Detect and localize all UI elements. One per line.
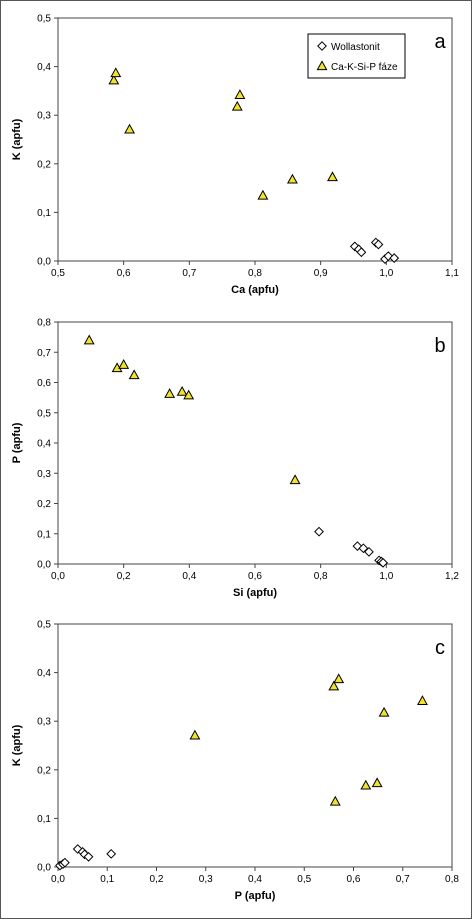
legend-box — [307, 33, 406, 79]
x-tick-label: 0,2 — [117, 571, 131, 582]
panel-label-c: c — [435, 637, 445, 659]
x-tick-label: 0,7 — [182, 268, 196, 279]
data-point-wollastonit — [314, 526, 324, 537]
x-tick-label: 0,8 — [314, 571, 328, 582]
y-tick-label: 0,0 — [37, 560, 51, 571]
x-tick-label: 0,5 — [297, 874, 311, 885]
chart-panel-b: 0,0 0,2 0,4 0,6 0,8 1,0 1,2 0,0 0,1 0,2 0,3 0,4 0,5 0… — [11, 318, 459, 600]
data-point-ca-k-si-p-faze — [128, 369, 140, 380]
chart-panel-a: 0,5 0,6 0,7 0,8 0,9 1,0 1,1 0,0 0,1 0,2 0,3 0,4 0,5 C… — [11, 14, 459, 297]
data-point-ca-k-si-p-faze — [231, 100, 243, 111]
data-point-wollastonit — [356, 247, 367, 258]
legend-marker-ca-k-si-p-faze — [316, 60, 328, 71]
data-point-ca-k-si-p-faze — [417, 695, 428, 705]
data-point-ca-k-si-p-faze — [328, 680, 340, 691]
data-point-ca-k-si-p-faze — [189, 729, 201, 740]
x-tick-label: 0,0 — [51, 571, 65, 582]
x-tick-label: 0,5 — [51, 268, 65, 279]
y-tick-label: 0,4 — [37, 668, 51, 679]
x-tick-label: 1,1 — [445, 268, 459, 279]
data-point-ca-k-si-p-faze — [176, 385, 188, 396]
legend-marker-wollastonit — [317, 41, 327, 51]
y-tick-label: 0,5 — [37, 620, 51, 631]
panel-label-b: b — [434, 335, 445, 357]
y-tick-label: 0,1 — [37, 814, 51, 825]
legend-label: Ca-K-Si-P fáze — [331, 62, 398, 73]
y-tick-label: 0,2 — [37, 499, 51, 510]
y-tick-label: 0,3 — [37, 717, 51, 728]
data-point-ca-k-si-p-faze — [234, 89, 246, 99]
data-point-wollastonit — [59, 857, 70, 868]
data-point-ca-k-si-p-faze — [257, 189, 269, 200]
x-tick-label: 0,0 — [51, 874, 65, 885]
data-point-wollastonit — [358, 543, 369, 554]
y-tick-label: 0,3 — [37, 469, 51, 480]
y-tick-label: 0,5 — [37, 408, 51, 419]
data-point-ca-k-si-p-faze — [124, 123, 136, 134]
y-tick-label: 0,5 — [37, 14, 51, 25]
data-point-wollastonit — [72, 844, 83, 854]
x-tick-label: 0,7 — [396, 874, 410, 885]
x-axis-label: Si (apfu) — [233, 587, 277, 599]
y-tick-label: 0,3 — [37, 111, 51, 122]
y-tick-label: 0,0 — [37, 863, 51, 874]
y-tick-label: 0,8 — [37, 318, 51, 329]
data-point-wollastonit — [106, 848, 117, 859]
x-tick-label: 1,0 — [379, 268, 393, 279]
x-tick-label: 1,2 — [445, 571, 459, 582]
data-point-wollastonit — [364, 546, 374, 557]
x-tick-label: 0,8 — [445, 874, 459, 885]
data-point-ca-k-si-p-faze — [118, 359, 130, 369]
y-tick-label: 0,2 — [37, 765, 51, 776]
y-axis-label: P (apfu) — [11, 422, 23, 463]
data-point-ca-k-si-p-faze — [329, 795, 341, 806]
panel-label-a: a — [434, 31, 446, 53]
y-tick-label: 0,0 — [37, 257, 51, 268]
data-point-ca-k-si-p-faze — [371, 777, 383, 788]
legend-label: Wollastonit — [331, 42, 380, 53]
data-point-wollastonit — [83, 851, 94, 862]
y-tick-label: 0,1 — [37, 529, 51, 540]
data-point-wollastonit — [389, 253, 400, 263]
data-point-ca-k-si-p-faze — [110, 67, 122, 78]
x-tick-label: 0,8 — [248, 268, 262, 279]
data-point-ca-k-si-p-faze — [286, 173, 298, 184]
data-point-ca-k-si-p-faze — [378, 706, 390, 717]
x-tick-label: 0,4 — [248, 874, 262, 885]
y-tick-label: 0,4 — [37, 439, 51, 450]
y-tick-label: 0,2 — [37, 159, 51, 170]
y-axis-label: K (apfu) — [11, 724, 23, 766]
y-axis-label: K (apfu) — [11, 118, 23, 160]
y-tick-label: 0,4 — [37, 62, 51, 73]
data-point-wollastonit — [373, 239, 384, 250]
y-tick-label: 0,6 — [37, 378, 51, 389]
data-point-ca-k-si-p-faze — [183, 389, 195, 400]
x-tick-label: 0,9 — [314, 268, 328, 279]
x-axis-label: P (apfu) — [235, 890, 276, 902]
x-tick-label: 0,6 — [248, 571, 262, 582]
x-tick-label: 1,0 — [379, 571, 393, 582]
data-point-ca-k-si-p-faze — [360, 779, 372, 790]
x-tick-label: 0,1 — [100, 874, 114, 885]
x-tick-label: 0,3 — [199, 874, 213, 885]
y-tick-label: 0,7 — [37, 348, 51, 359]
y-tick-label: 0,1 — [37, 208, 51, 219]
x-tick-label: 0,6 — [117, 268, 131, 279]
legend: Wollastonit Ca-K-Si-P fáze — [307, 33, 406, 79]
data-point-ca-k-si-p-faze — [327, 171, 338, 182]
data-point-ca-k-si-p-faze — [289, 474, 301, 485]
data-point-ca-k-si-p-faze — [333, 673, 345, 684]
x-tick-label: 0,2 — [150, 874, 164, 885]
x-axis-label: Ca (apfu) — [231, 284, 279, 296]
data-point-ca-k-si-p-faze — [83, 334, 95, 345]
x-tick-label: 0,4 — [182, 571, 196, 582]
x-tick-label: 0,6 — [347, 874, 361, 885]
data-point-ca-k-si-p-faze — [164, 388, 176, 398]
data-point-wollastonit — [378, 557, 388, 568]
chart-panel-c: 0,0 0,1 0,2 0,3 0,4 0,5 0,6 0,7 0,8 0,0 0,1 0,2 0,3 0… — [11, 620, 459, 903]
data-point-ca-k-si-p-faze — [108, 74, 120, 85]
